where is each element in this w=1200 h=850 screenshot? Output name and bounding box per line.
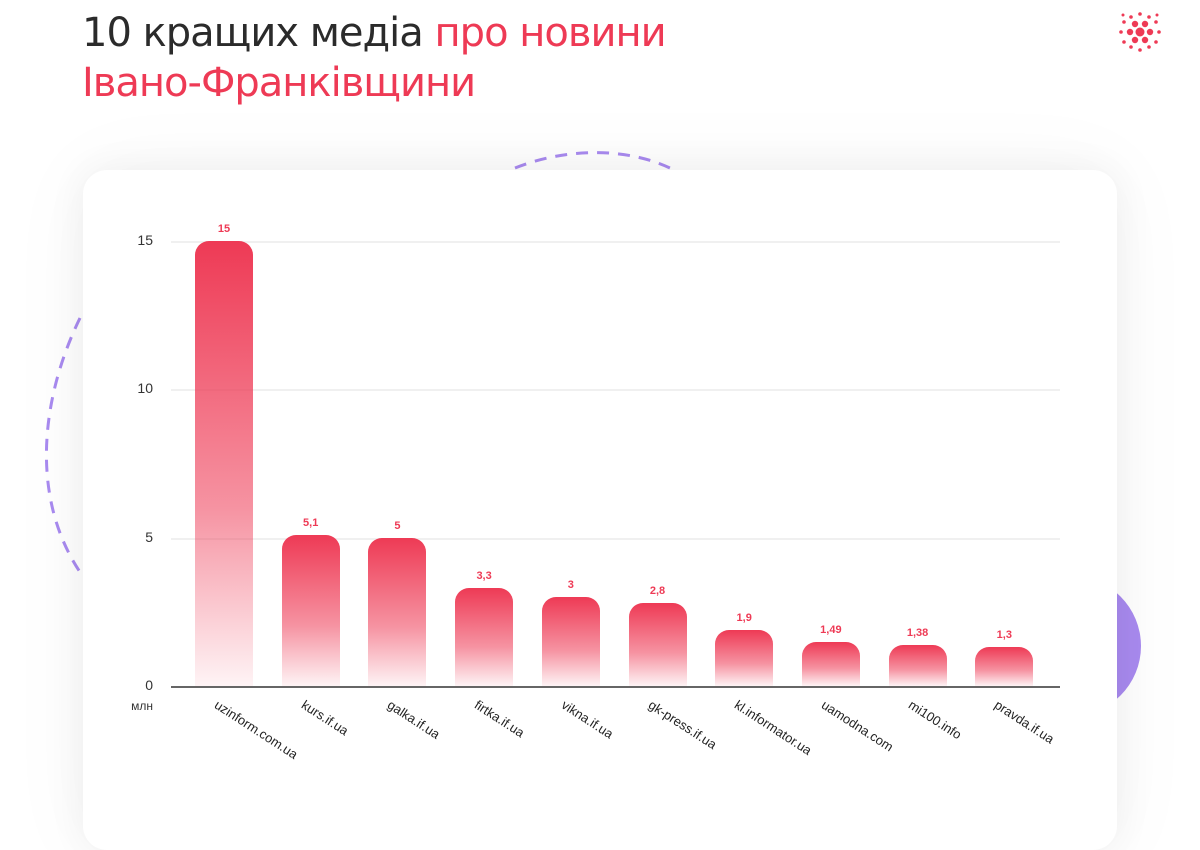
bar-firtka.if.ua [455,588,514,686]
y-axis-tick-label: 10 [137,380,153,396]
x-axis-category-label: gk-press.if.ua [645,697,719,753]
bar-vikna.if.ua [541,597,600,686]
bar-value-label: 3 [567,579,574,591]
x-axis-category-label: uzinform.com.ua [211,697,301,762]
y-axis-tick-label: 15 [137,232,153,248]
y-axis-tick-label: 5 [145,529,153,545]
x-axis-category-label: firtka.if.ua [471,697,528,741]
gridline [171,241,1060,243]
bar-value-label: 1,49 [820,623,842,636]
x-axis-category-label: uamodna.com [818,697,896,755]
y-axis-tick-label: 0 [145,677,153,693]
bar-pravda.if.ua [975,647,1034,686]
title-accent-part-2: Івано-Франківщини [82,60,476,106]
page-title: 10 кращих медіа про новини Івано-Франків… [82,8,667,108]
bar-value-label: 15 [217,223,231,235]
y-axis-unit-label: млн [131,699,153,713]
title-dark-part: 10 кращих медіа [82,10,424,56]
x-axis-category-label: galka.if.ua [385,697,444,742]
gridline [171,538,1060,540]
bar-chart: 15 10 5 0 млн 15 uzinform.com.ua 5,1 kurs.if.ua 5… [131,223,1060,762]
bar-mi100.info [888,645,947,686]
x-axis-category-label: vikna.if.ua [558,697,616,742]
x-axis-category-label: pravda.if.ua [992,697,1058,747]
bar-gk-press.if.ua [628,602,687,686]
bar-value-label: 3,3 [476,570,492,583]
title-accent-part-1: про новини [434,10,667,56]
bar-kurs.if.ua [281,534,340,686]
bar-value-label: 1,38 [906,627,929,640]
x-axis-category-label: kl.informator.ua [732,697,815,758]
x-axis-line [171,686,1060,688]
bar-kl.informator.ua [715,629,774,686]
chart-card [83,170,1117,850]
bar-value-label: 5 [394,519,401,532]
x-axis-category-label: mi100.info [905,697,964,743]
bar-value-label: 5,1 [303,516,319,529]
bar-galka.if.ua [368,537,427,686]
gridline [171,389,1060,391]
bar-value-label: 2,8 [649,584,666,597]
bar-value-label: 1,9 [736,611,752,624]
bar-uamodna.com [801,641,860,686]
x-axis-category-label: kurs.if.ua [298,697,351,739]
bar-uzinform.com.ua [195,241,253,686]
bar-value-label: 1,3 [996,629,1012,642]
dot-burst-logo-icon [1119,12,1161,52]
